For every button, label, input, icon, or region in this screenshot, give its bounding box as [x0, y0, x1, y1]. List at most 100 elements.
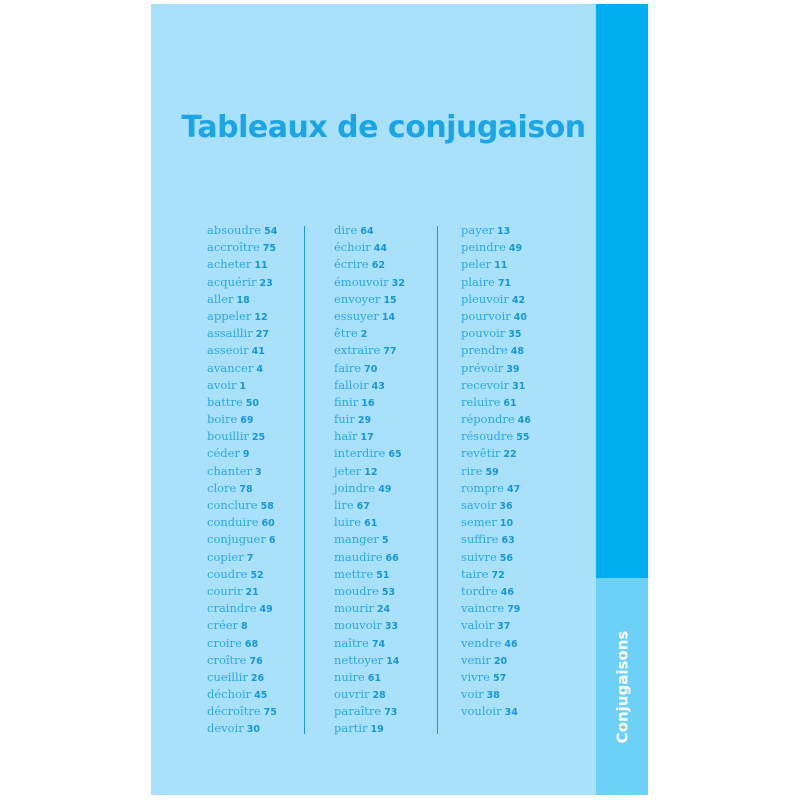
table-number: 60: [261, 518, 275, 530]
verb-name: pouvoir: [461, 326, 506, 341]
verb-entry: naître 74: [334, 634, 405, 651]
table-number: 12: [364, 466, 378, 478]
verb-name: être: [334, 326, 358, 341]
table-number: 25: [251, 432, 266, 444]
table-number: 15: [383, 294, 397, 306]
table-number: 45: [254, 690, 268, 702]
verb-entry: nettoyer 14: [334, 651, 405, 668]
verb-name: vouloir: [461, 704, 502, 719]
side-tab-top: [596, 4, 648, 578]
verb-entry: partir 19: [334, 719, 405, 736]
verb-entry: copier 7: [207, 548, 277, 565]
verb-entry: revêtir 22: [461, 444, 531, 461]
table-number: 8: [241, 621, 248, 633]
table-number: 46: [500, 586, 514, 598]
verb-entry: pouvoir 35: [461, 324, 531, 341]
table-number: 42: [511, 294, 526, 306]
verb-entry: croire 68: [207, 634, 277, 651]
verb-name: conclure: [207, 498, 258, 512]
verb-entry: clore 78: [207, 479, 277, 496]
verb-entry: fuir 29: [334, 410, 405, 427]
table-number: 14: [386, 655, 400, 667]
verb-entry: mourir 24: [334, 599, 405, 616]
verb-name: croire: [207, 635, 242, 650]
verb-name: écrire: [334, 257, 369, 272]
verb-name: rire: [461, 463, 483, 478]
table-number: 34: [504, 707, 518, 719]
verb-entry: jeter 12: [334, 462, 405, 479]
table-number: 38: [486, 690, 500, 702]
verb-name: mouvoir: [334, 618, 382, 633]
verb-name: cueillir: [207, 669, 248, 684]
table-number: 46: [504, 638, 518, 650]
table-number: 24: [376, 604, 391, 616]
table-number: 49: [508, 243, 523, 255]
verb-entry: écrire 62: [334, 255, 405, 272]
verb-entry: lire 67: [334, 496, 405, 513]
table-number: 1: [239, 380, 247, 392]
verb-entry: avoir 1: [207, 376, 277, 393]
table-number: 65: [388, 449, 402, 461]
verb-entry: décroître 75: [207, 702, 277, 719]
verb-entry: prendre 48: [461, 341, 531, 358]
table-number: 11: [494, 260, 508, 272]
verb-name: devoir: [207, 721, 244, 736]
verb-name: acheter: [207, 257, 252, 272]
verb-column-2: dire 64 échoir 44 écrire 62 émouvoir 32 envoyer 1…: [334, 221, 405, 737]
verb-name: émouvoir: [334, 274, 389, 289]
table-number: 56: [499, 552, 514, 564]
verb-name: décroître: [207, 704, 261, 719]
verb-entry: voir 38: [461, 685, 531, 702]
side-tab: [596, 578, 648, 795]
table-number: 58: [260, 501, 274, 512]
verb-entry: dire 64: [334, 221, 405, 238]
verb-entry: venir 20: [461, 651, 531, 668]
table-number: 21: [245, 586, 259, 598]
verb-name: semer: [461, 515, 497, 530]
verb-entry: répondre 46: [461, 410, 531, 427]
table-number: 66: [385, 552, 399, 564]
verb-entry: tordre 46: [461, 582, 531, 599]
table-number: 31: [512, 380, 526, 392]
verb-entry: reluire 61: [461, 393, 531, 410]
side-tab-label: Conjugaisons: [613, 630, 631, 743]
verb-entry: céder 9: [207, 444, 277, 461]
verb-name: nettoyer: [334, 652, 384, 667]
verb-entry: moudre 53: [334, 582, 405, 599]
verb-name: voir: [461, 687, 484, 702]
verb-name: manger: [334, 532, 379, 547]
verb-entry: être 2: [334, 324, 405, 341]
verb-entry: bouillir 25: [207, 427, 277, 444]
verb-entry: manger 5: [334, 530, 405, 547]
table-number: 67: [356, 501, 370, 512]
side-tab-label-wrap: Conjugaisons: [596, 578, 648, 795]
table-number: 43: [371, 380, 385, 392]
verb-name: appeler: [207, 308, 252, 323]
verb-entry: chanter 3: [207, 462, 277, 479]
verb-entry: conjuguer 6: [207, 530, 277, 547]
table-number: 18: [236, 294, 250, 306]
verb-name: céder: [207, 446, 240, 461]
table-number: 12: [254, 311, 268, 323]
verb-name: battre: [207, 394, 243, 409]
verb-name: venir: [461, 652, 491, 667]
table-number: 19: [370, 724, 384, 736]
table-number: 9: [242, 449, 250, 461]
verb-name: vivre: [461, 669, 490, 684]
verb-name: essuyer: [334, 308, 379, 323]
table-number: 41: [251, 346, 265, 358]
verb-name: échoir: [334, 240, 371, 255]
verb-name: pourvoir: [461, 308, 511, 323]
verb-name: assaillir: [207, 326, 253, 341]
verb-name: nuire: [334, 669, 365, 684]
table-number: 16: [361, 397, 375, 409]
table-number: 47: [507, 483, 521, 495]
verb-name: clore: [207, 480, 237, 495]
verb-entry: haïr 17: [334, 427, 405, 444]
table-number: 55: [516, 432, 530, 444]
verb-entry: vivre 57: [461, 668, 531, 685]
table-number: 79: [507, 604, 521, 616]
verb-entry: acheter 11: [207, 255, 277, 272]
table-number: 44: [373, 243, 387, 255]
table-number: 48: [510, 346, 524, 358]
